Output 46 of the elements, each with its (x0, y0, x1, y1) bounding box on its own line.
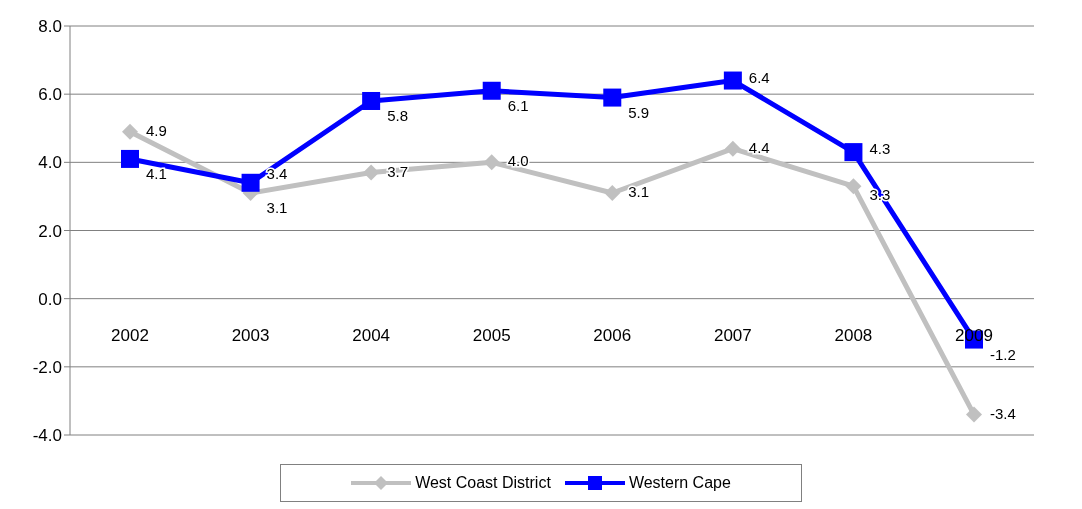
data-label: 6.4 (748, 68, 770, 86)
data-label: -1.2 (990, 345, 1016, 363)
data-label: 4.4 (748, 138, 770, 156)
point (844, 143, 863, 162)
y-tick-label: 8.0 (38, 17, 62, 37)
point (362, 91, 381, 110)
point (482, 81, 501, 100)
point (241, 173, 260, 192)
point (363, 164, 380, 181)
x-tick-label: 2002 (111, 325, 149, 345)
x-tick-label: 2006 (593, 325, 632, 345)
data-label: 4.0 (507, 152, 529, 170)
x-tick-label: 2005 (472, 325, 511, 345)
point (966, 406, 982, 423)
x-tick-label: 2009 (955, 325, 993, 345)
y-tick-label: 2.0 (38, 221, 62, 241)
y-tick-label: 6.0 (38, 85, 62, 105)
point (121, 149, 139, 168)
data-label: 3.7 (387, 162, 408, 180)
data-label: 3.1 (628, 183, 650, 201)
point (604, 185, 621, 202)
y-tick-label: -2.0 (32, 357, 62, 377)
data-label: 4.1 (146, 164, 167, 182)
point (483, 154, 500, 171)
data-label: 3.4 (266, 164, 288, 182)
point (723, 71, 742, 90)
y-tick-label: 4.0 (38, 153, 62, 173)
data-label: 3.1 (266, 199, 288, 217)
point (603, 88, 622, 107)
legend-label: West Coast District (415, 474, 551, 492)
y-tick-label: -4.0 (32, 426, 62, 446)
y-tick-label: 0.0 (38, 289, 62, 309)
data-label: 4.3 (869, 140, 891, 158)
point (845, 178, 862, 195)
x-tick-label: 2004 (352, 325, 391, 345)
data-label: -3.4 (990, 404, 1016, 422)
legend-label: Western Cape (628, 474, 731, 492)
data-label: 5.9 (628, 103, 650, 121)
point (122, 123, 138, 140)
data-label: 5.8 (387, 106, 408, 124)
data-label: 6.1 (507, 96, 529, 114)
x-tick-label: 2003 (231, 325, 270, 345)
x-tick-label: 2008 (834, 325, 873, 345)
x-tick-label: 2007 (713, 325, 752, 345)
data-label: 4.9 (146, 121, 167, 139)
point (724, 140, 741, 157)
